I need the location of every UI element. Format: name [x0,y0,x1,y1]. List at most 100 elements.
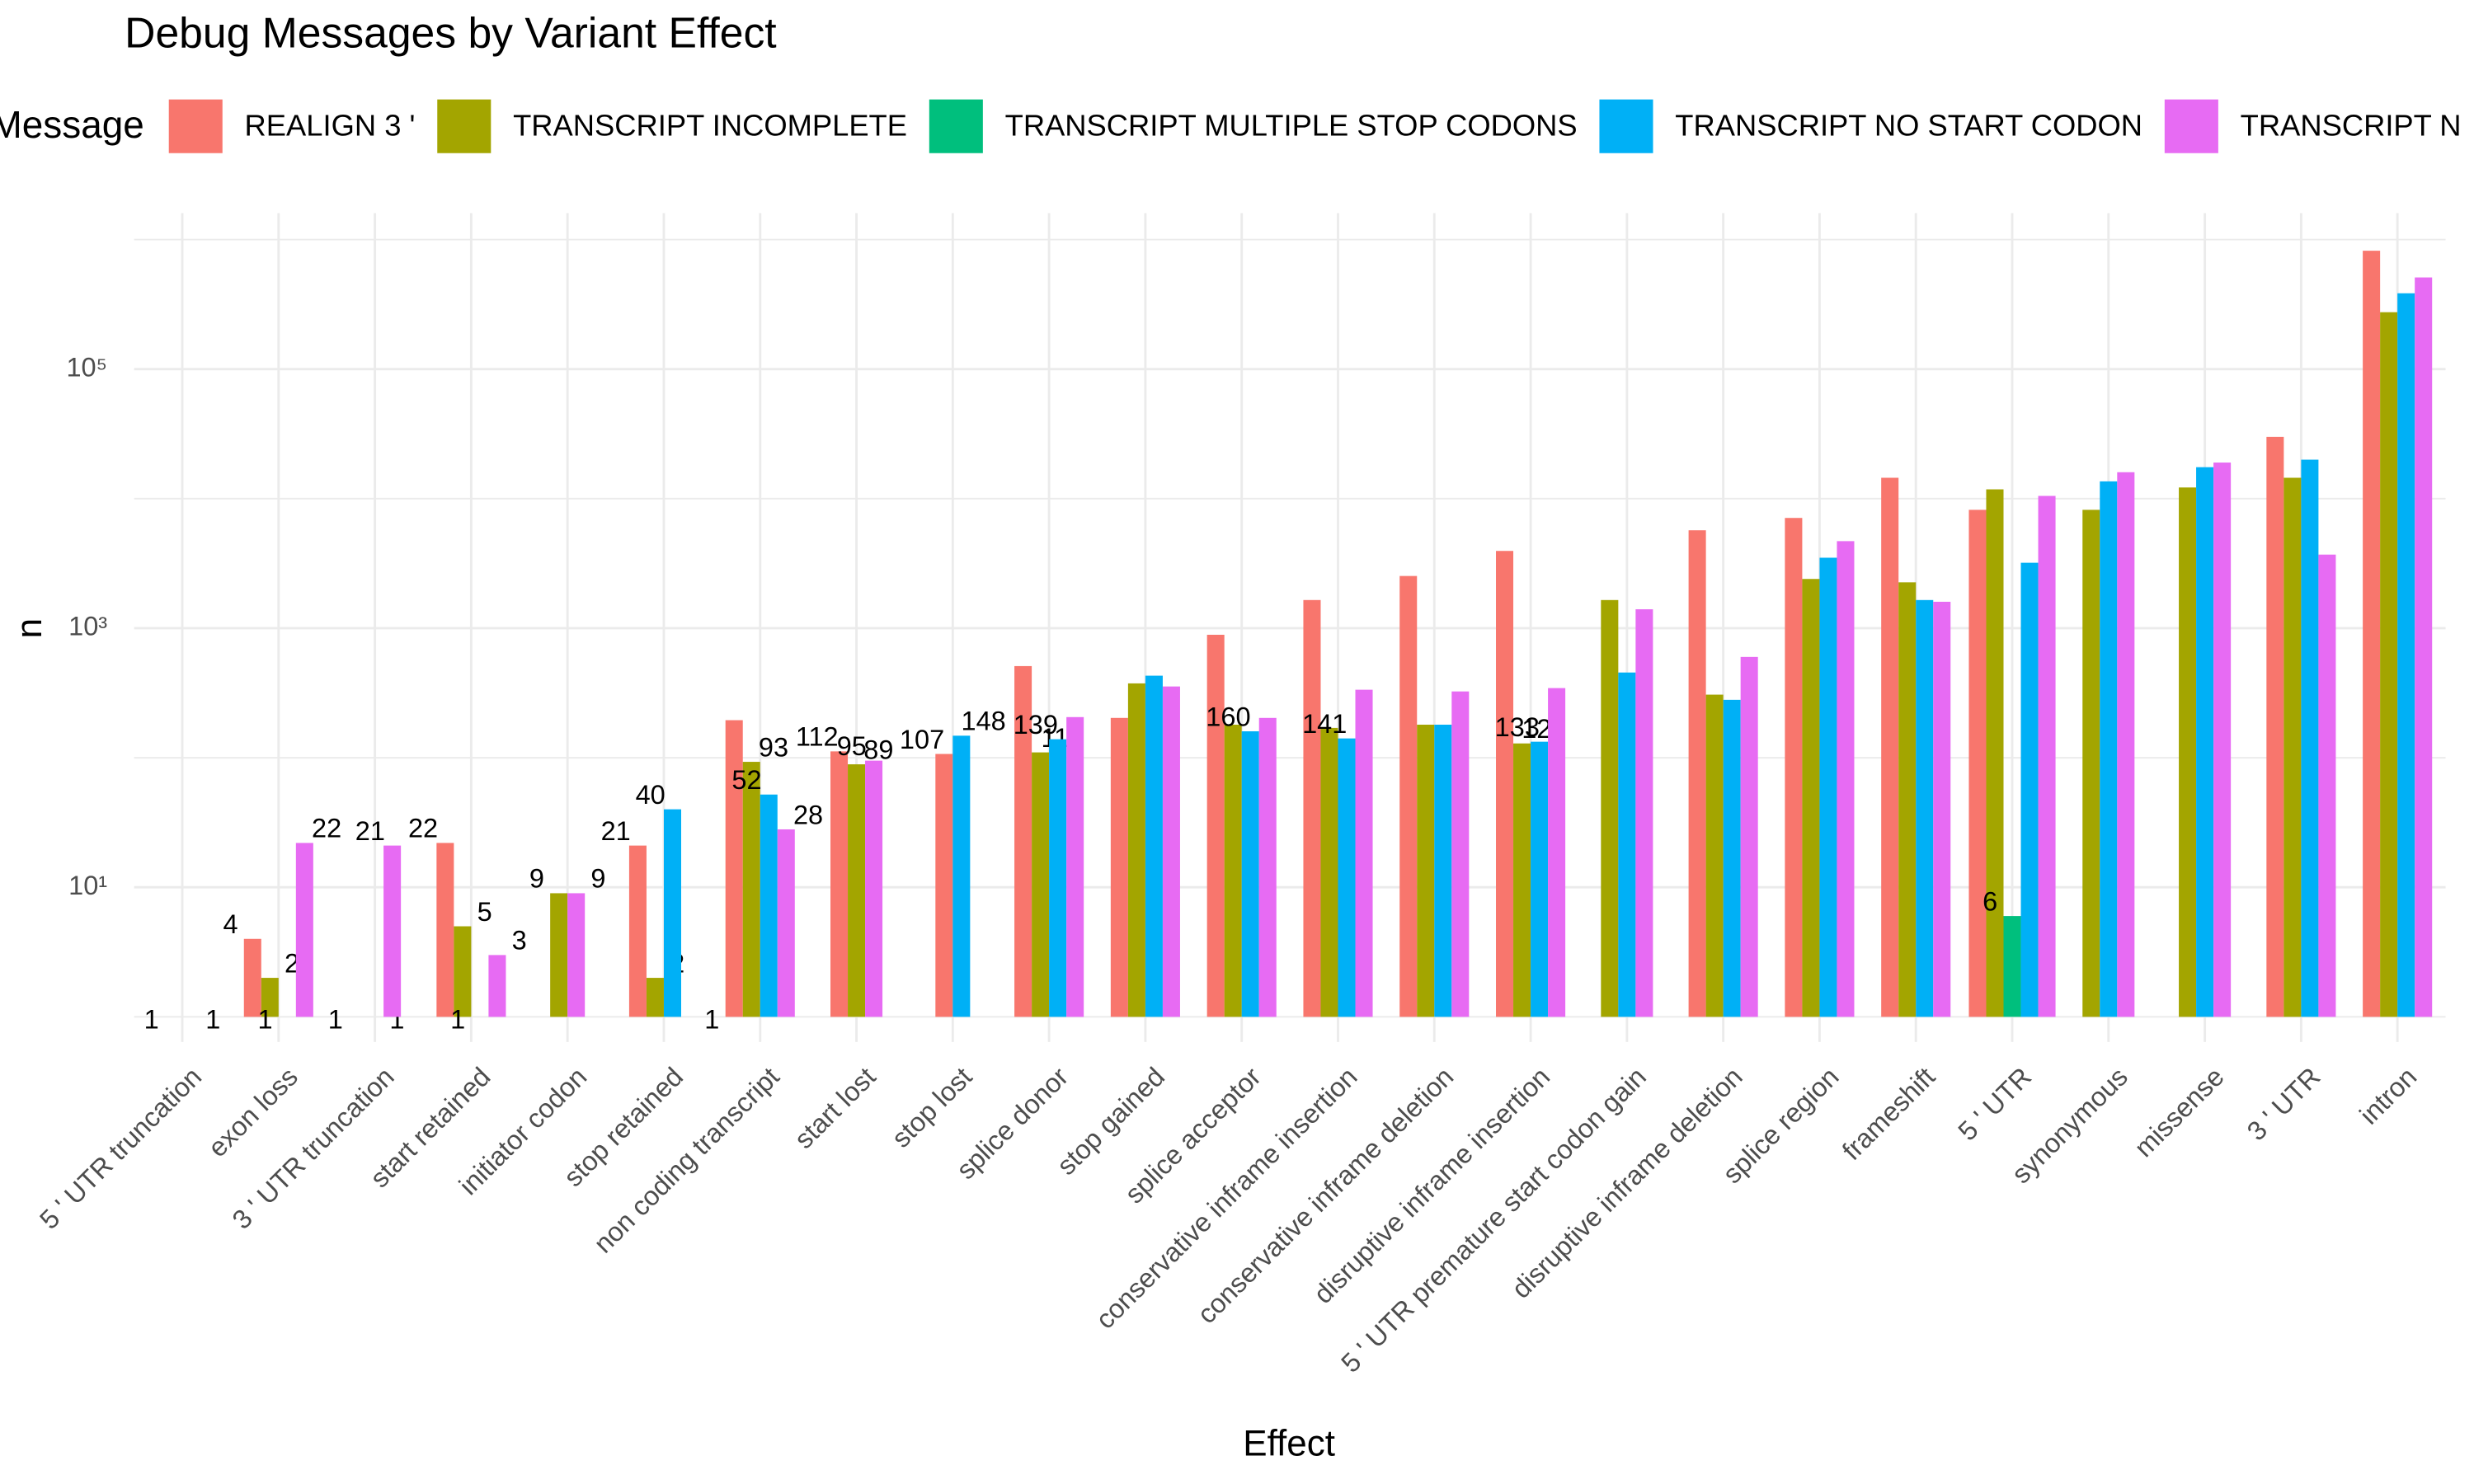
bar [1241,731,1259,1017]
bar [243,938,261,1017]
value-label: 6 [1982,886,1997,916]
bar [2196,467,2214,1017]
bar [383,845,402,1017]
bar [1127,683,1145,1017]
bar [295,843,313,1017]
value-label: 52 [731,765,761,795]
bar [742,762,760,1017]
bar [646,978,664,1017]
bar [1513,743,1531,1017]
bar [2082,510,2100,1017]
legend-label: REALIGN 3 ' [245,109,416,143]
value-label: 4 [223,909,238,939]
bar [2038,495,2056,1017]
bar [830,751,849,1017]
bar [1434,724,1452,1017]
bar [2266,436,2284,1017]
bar [777,829,795,1017]
bar [1635,609,1653,1017]
legend-swatch [168,99,223,153]
chart-title: Debug Messages by Variant Effect [125,9,776,57]
bar [1032,752,1050,1017]
value-label: 3 [512,926,527,956]
value-label: 93 [759,732,788,762]
value-label: 1 [257,1005,272,1035]
value-label: 2 [285,948,299,978]
value-label: 1 [450,1005,465,1035]
value-label: 40 [636,780,666,810]
bar [1785,518,1803,1017]
bar [2318,554,2336,1017]
bar [1355,689,1373,1017]
bar [725,720,743,1017]
bar [2179,487,2197,1017]
bar [436,843,454,1017]
bar [1258,717,1277,1017]
bar [1688,530,1706,1017]
bar [848,764,866,1017]
bar [1399,575,1418,1017]
y-tick-label: 10⁵ [66,352,107,382]
legend-swatch [1599,99,1653,153]
legend-label: TRANSCRIPT N [2241,109,2462,143]
bar [1338,738,1356,1017]
value-label: 148 [962,707,1006,736]
bar [261,978,279,1017]
value-label: 9 [590,864,605,894]
bar [1014,665,1032,1017]
bar [1066,716,1084,1017]
bar [550,893,568,1017]
value-label: 139 [1014,710,1058,740]
bar [1049,739,1067,1017]
legend-swatch [2164,99,2218,153]
bar [2397,293,2415,1017]
bar [1303,599,1321,1017]
bar [663,809,681,1017]
value-label: 1 [144,1005,159,1035]
value-label: 133 [1495,712,1540,742]
value-label: 5 [477,897,492,927]
bar [2003,916,2021,1017]
legend-swatch [437,99,492,153]
bar [1531,741,1549,1017]
value-label: 22 [312,814,341,843]
bar [1618,672,1636,1017]
bar [1916,599,1934,1017]
bar [488,955,506,1017]
bar [1881,477,1899,1017]
bar [1320,727,1338,1017]
legend-swatch [929,99,983,153]
bar [1145,675,1163,1017]
legend-label: TRANSCRIPT INCOMPLETE [513,109,907,143]
bar [1705,694,1724,1017]
bar [1601,599,1619,1017]
value-label: 1 [704,1005,719,1035]
value-label: 9 [529,864,544,894]
legend-label: TRANSCRIPT MULTIPLE STOP CODONS [1005,109,1578,143]
value-label: 1 [205,1005,220,1035]
bar [454,926,472,1017]
bar [1417,724,1435,1017]
bar [1933,601,1951,1017]
bar [1162,686,1180,1017]
bar [1110,717,1128,1017]
bar [1837,541,1855,1017]
y-axis-title: n [9,618,49,638]
value-label: 95 [837,731,867,761]
bar [1740,656,1758,1017]
value-label: 22 [408,814,438,843]
value-label: 89 [863,735,893,764]
value-label: 1 [328,1005,343,1035]
bar [1802,579,1820,1017]
bar [1548,688,1566,1017]
bar [628,845,647,1017]
legend-title: Message [0,103,144,146]
bar [567,893,586,1017]
bar [1968,510,1987,1017]
bar [865,760,883,1017]
value-label: 160 [1206,702,1250,731]
bar [1496,551,1514,1017]
bar [1451,691,1470,1017]
